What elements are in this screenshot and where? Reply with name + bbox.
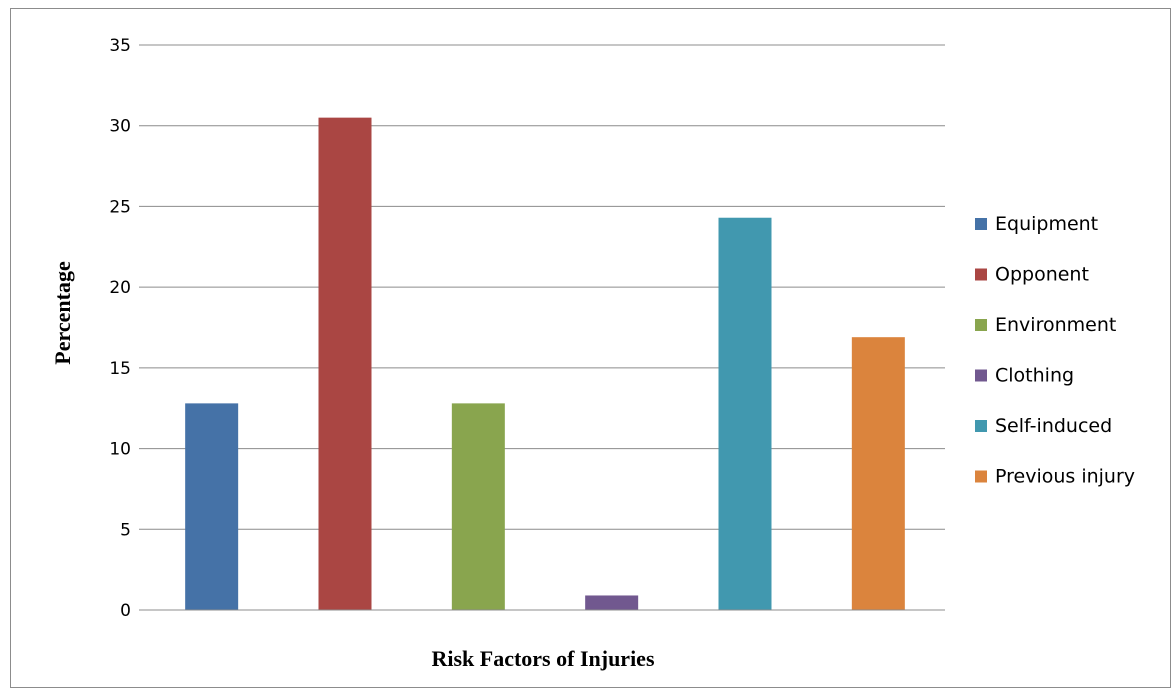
x-axis-title: Risk Factors of Injuries bbox=[431, 646, 654, 671]
bar-clothing bbox=[585, 595, 639, 610]
legend-label: Self-induced bbox=[995, 415, 1112, 437]
y-axis-ticks: 0 5 10 15 20 25 30 35 bbox=[109, 36, 131, 621]
legend-swatch bbox=[975, 470, 987, 483]
bar-opponent bbox=[318, 117, 372, 611]
legend-label: Environment bbox=[995, 314, 1116, 336]
y-tick-label: 10 bbox=[109, 440, 131, 460]
y-tick-label: 35 bbox=[109, 36, 131, 56]
y-tick-label: 25 bbox=[109, 197, 131, 217]
legend-swatch bbox=[975, 268, 987, 281]
legend-swatch bbox=[975, 319, 987, 331]
bar-equipment bbox=[185, 403, 239, 610]
bar-previous-injury bbox=[851, 337, 905, 610]
bars bbox=[185, 117, 905, 611]
y-tick-label: 15 bbox=[109, 359, 131, 379]
legend-label: Opponent bbox=[995, 264, 1089, 286]
y-tick-label: 5 bbox=[120, 520, 131, 540]
bar-environment bbox=[451, 403, 505, 610]
y-tick-label: 20 bbox=[109, 278, 131, 298]
legend-label: Clothing bbox=[995, 365, 1074, 387]
legend-swatch bbox=[975, 420, 987, 432]
legend: Equipment Opponent Environment Clothing Self… bbox=[975, 213, 1135, 488]
legend-swatch bbox=[975, 218, 987, 230]
gridlines bbox=[139, 44, 945, 530]
legend-label: Previous injury bbox=[995, 466, 1135, 488]
y-axis-title: Percentage bbox=[50, 261, 75, 365]
y-tick-label: 30 bbox=[109, 117, 131, 137]
legend-swatch bbox=[975, 369, 987, 382]
y-tick-label: 0 bbox=[120, 601, 131, 621]
legend-label: Equipment bbox=[995, 213, 1098, 235]
bar-self-induced bbox=[718, 217, 772, 610]
